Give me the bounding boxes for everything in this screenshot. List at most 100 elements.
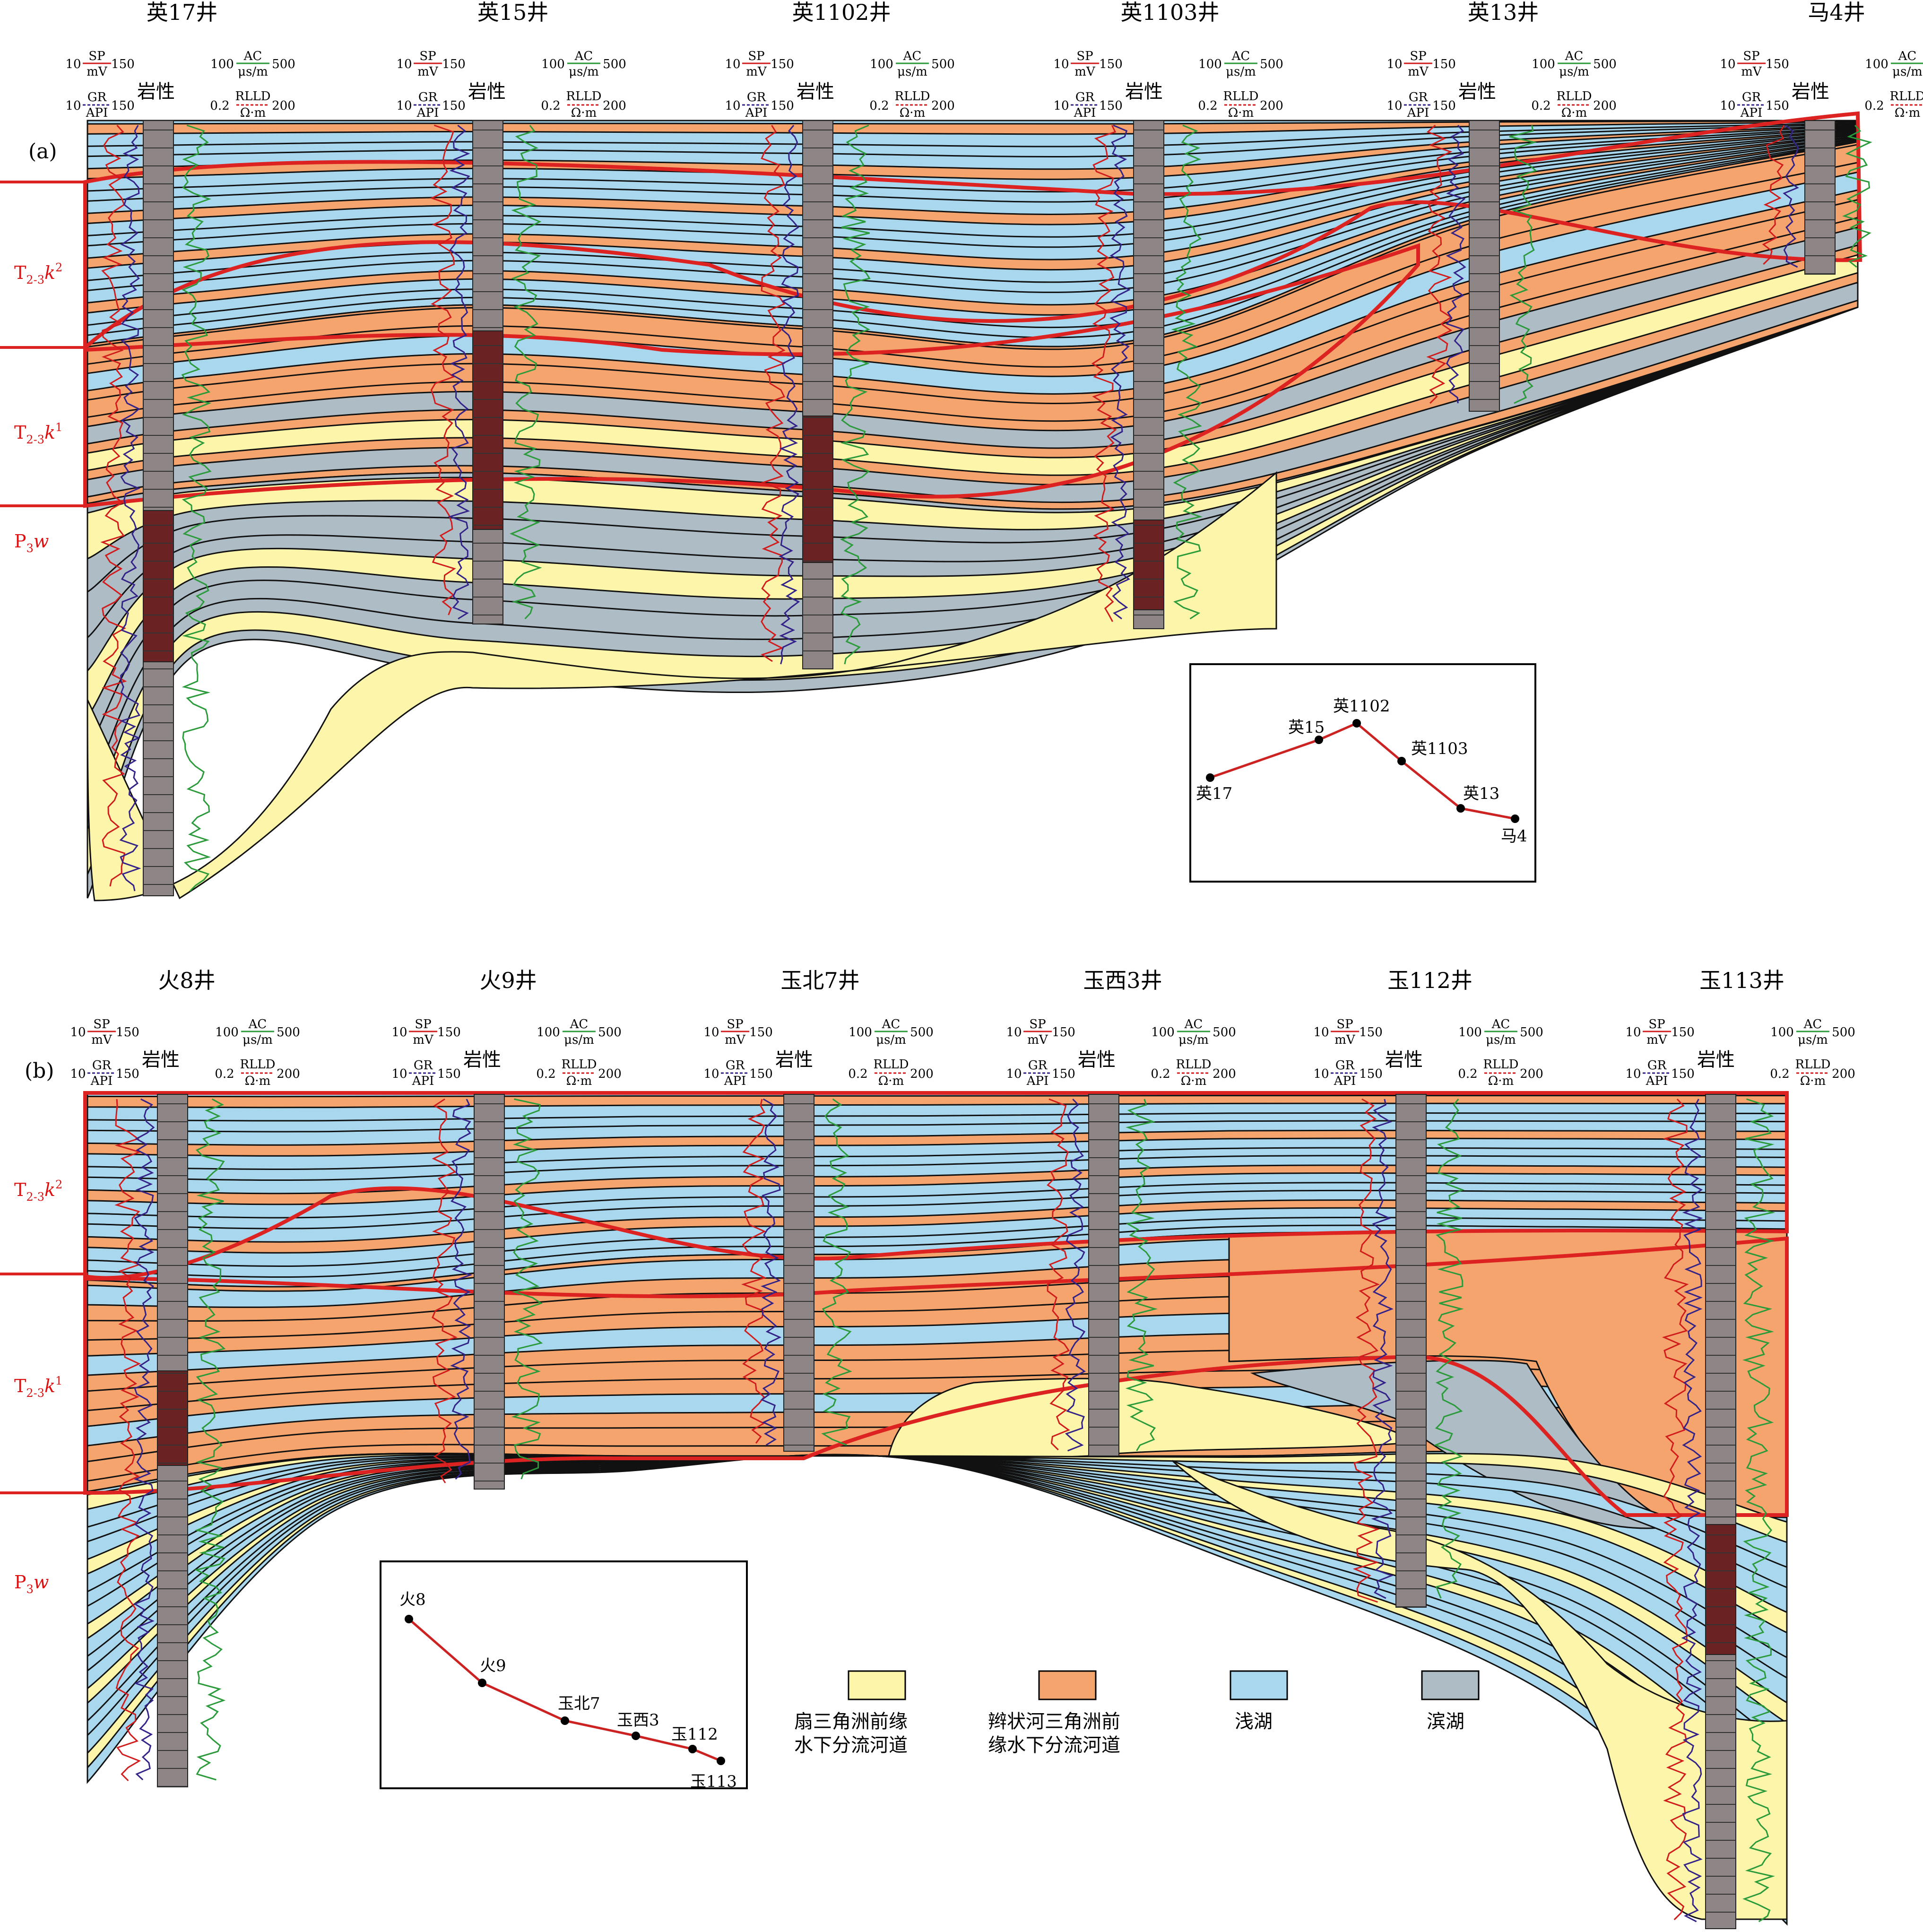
sp-curve xyxy=(114,1099,142,1782)
ac-label: AC xyxy=(243,49,262,63)
map-well-label: 马4 xyxy=(1501,827,1527,846)
formation-label-k2: T2-3k2 xyxy=(14,261,62,286)
sp-max: 150 xyxy=(749,1025,773,1040)
ac-unit: μs/m xyxy=(1798,1033,1828,1047)
inset-map-route xyxy=(1210,722,1516,820)
well-name: 英15井 xyxy=(477,0,549,25)
inset-map-frame xyxy=(1189,663,1536,883)
legend-label: 缘水下分流河道 xyxy=(988,1734,1120,1756)
gr-max: 150 xyxy=(437,1067,461,1081)
sp-max: 150 xyxy=(1052,1025,1075,1040)
rlld-label: RLLD xyxy=(1223,89,1259,104)
ac-max: 500 xyxy=(1213,1025,1236,1040)
rlld-unit: Ω·m xyxy=(1228,106,1254,120)
gr-label: GR xyxy=(1742,90,1762,104)
gr-curve xyxy=(1371,1099,1394,1599)
map-well-label: 英13 xyxy=(1463,784,1499,803)
sp-label: SP xyxy=(727,1017,743,1031)
well xyxy=(761,120,871,669)
gr-label: GR xyxy=(1335,1058,1355,1073)
gr-max: 150 xyxy=(1359,1067,1383,1081)
lithology-header: 岩性 xyxy=(1385,1049,1423,1071)
formation-label-p3w: P3w xyxy=(14,1572,49,1596)
map-well-point xyxy=(1352,719,1361,728)
well-name: 马4井 xyxy=(1808,0,1865,25)
legend-item-shallow-lake: 浅湖 xyxy=(1230,1670,1288,1733)
gr-curve xyxy=(448,124,470,620)
rlld-unit: Ω·m xyxy=(878,1074,904,1088)
ac-curve xyxy=(1125,1099,1158,1451)
ac-label: AC xyxy=(248,1017,267,1031)
map-well-point xyxy=(1456,804,1465,813)
map-well-label: 玉113 xyxy=(690,1772,737,1791)
well xyxy=(100,120,212,896)
lithology-column xyxy=(802,120,833,669)
well-name: 玉北7井 xyxy=(780,968,859,993)
ac-unit: μs/m xyxy=(876,1033,906,1047)
ac-label: AC xyxy=(1803,1017,1822,1031)
panel-b-sediment-bodies xyxy=(87,1092,1788,1926)
ac-max: 500 xyxy=(910,1025,934,1040)
sp-min: 10 xyxy=(1313,1025,1329,1040)
gr-max: 150 xyxy=(442,99,466,113)
lithology-header: 岩性 xyxy=(468,81,506,103)
gr-min: 10 xyxy=(1720,99,1735,113)
ac-label: AC xyxy=(570,1017,589,1031)
rlld-max: 200 xyxy=(1260,99,1283,113)
ac-min: 100 xyxy=(1458,1025,1482,1040)
rlld-max: 200 xyxy=(1593,99,1617,113)
sp-max: 150 xyxy=(1099,57,1123,71)
well-name: 英17井 xyxy=(147,0,218,25)
rlld-max: 200 xyxy=(272,99,295,113)
rlld-min: 0.2 xyxy=(1198,99,1217,113)
legend-item-shore-lake: 滨湖 xyxy=(1421,1670,1480,1733)
rlld-max: 200 xyxy=(277,1067,300,1081)
gr-max: 150 xyxy=(1052,1067,1075,1081)
ac-label: AC xyxy=(1491,1017,1510,1031)
rlld-min: 0.2 xyxy=(215,1067,234,1081)
legend: 扇三角洲前缘 水下分流河道 辫状河三角洲前 缘水下分流河道 浅湖 滨湖 xyxy=(794,1670,1480,1756)
lithology-column xyxy=(1705,1094,1736,1929)
ac-unit: μs/m xyxy=(1559,65,1589,79)
ac-min: 100 xyxy=(210,57,234,71)
gr-min: 10 xyxy=(1313,1067,1329,1081)
panel-b-formation-labels: T2-3k2 T2-3k1 P3w xyxy=(14,1178,62,1596)
fan-delta-body xyxy=(1171,1460,1788,1920)
sp-curve xyxy=(430,124,456,615)
rlld-min: 0.2 xyxy=(210,99,229,113)
ac-curve xyxy=(510,125,542,620)
panel-a: (a) T2-3k2 T2-3k1 P3w 英17英15英1102英1103英1… xyxy=(0,111,1872,901)
ac-label: AC xyxy=(1231,49,1250,63)
rlld-max: 200 xyxy=(1520,1067,1543,1081)
rlld-max: 200 xyxy=(603,99,626,113)
ac-unit: μs/m xyxy=(897,65,927,79)
gr-curve xyxy=(1065,1098,1086,1452)
lithology-header: 岩性 xyxy=(142,1049,180,1071)
ac-min: 100 xyxy=(541,57,565,71)
rlld-label: RLLD xyxy=(235,89,271,104)
sp-label: SP xyxy=(1410,49,1426,63)
ac-min: 100 xyxy=(870,57,893,71)
ac-unit: μs/m xyxy=(564,1033,594,1047)
lithology-column xyxy=(783,1094,814,1452)
gr-max: 150 xyxy=(1099,99,1123,113)
well xyxy=(1091,120,1203,629)
gr-unit: API xyxy=(745,106,768,120)
gr-curve xyxy=(1446,125,1466,404)
well-header: 马4井10SPmV15010GRAPI150岩性100ACμs/m5000.2R… xyxy=(1720,0,1923,120)
ac-label: AC xyxy=(882,1017,901,1031)
gr-curve xyxy=(1681,1099,1703,1923)
gr-label: GR xyxy=(1028,1058,1048,1073)
legend-label: 滨湖 xyxy=(1427,1711,1464,1733)
rlld-min: 0.2 xyxy=(1864,99,1884,113)
lithology-header: 岩性 xyxy=(797,81,834,103)
gr-unit: API xyxy=(90,1074,113,1088)
map-well-point xyxy=(1397,757,1406,765)
sp-label: SP xyxy=(1029,1017,1046,1031)
rlld-min: 0.2 xyxy=(1531,99,1551,113)
